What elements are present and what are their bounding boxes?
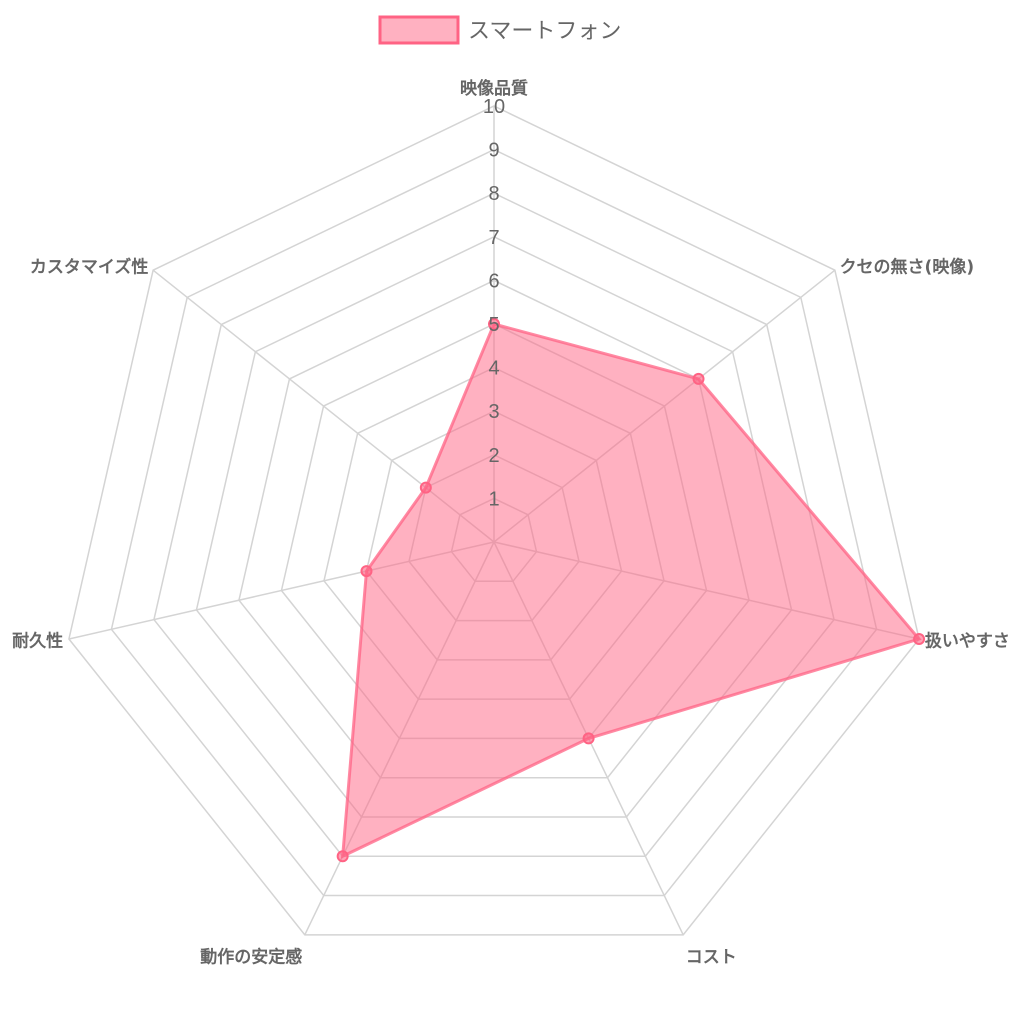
category-label: 映像品質	[460, 78, 528, 99]
tick-label: 8	[488, 183, 499, 205]
tick-label: 3	[488, 401, 499, 423]
category-label: 動作の安定感	[200, 947, 302, 968]
category-label: クセの無さ(映像)	[840, 256, 975, 277]
tick-label: 2	[488, 445, 499, 467]
data-point[interactable]	[336, 850, 349, 863]
grid-ring-8	[153, 192, 835, 858]
grid-ring-9	[110, 148, 878, 897]
tick-label: 4	[488, 358, 499, 380]
tick-label: 10	[483, 96, 505, 118]
grid-ring-10	[68, 105, 920, 936]
tick-label: 9	[488, 140, 499, 162]
tick-label: 7	[488, 227, 499, 249]
legend[interactable]: スマートフォン	[378, 15, 621, 45]
data-point[interactable]	[419, 481, 432, 494]
data-point[interactable]	[913, 633, 926, 646]
category-label: カスタマイズ性	[30, 256, 149, 277]
category-label: 扱いやすさ	[925, 630, 1010, 651]
data-point[interactable]	[488, 318, 500, 330]
data-point[interactable]	[360, 565, 373, 578]
data-series	[336, 318, 926, 863]
tick-label: 1	[488, 488, 499, 510]
grid-ring-7	[195, 235, 793, 818]
tick-label: 5	[488, 314, 499, 336]
data-point[interactable]	[582, 732, 595, 745]
category-label: コスト	[686, 948, 737, 968]
data-point[interactable]	[692, 372, 705, 385]
series-area	[340, 322, 922, 859]
tick-label: 6	[488, 270, 499, 292]
legend-swatch[interactable]	[378, 15, 460, 45]
category-label: 耐久性	[12, 630, 63, 651]
legend-label[interactable]: スマートフォン	[468, 18, 621, 43]
tick-labels: 1 2 3 4 5 6 7 8 9 10	[483, 96, 505, 510]
